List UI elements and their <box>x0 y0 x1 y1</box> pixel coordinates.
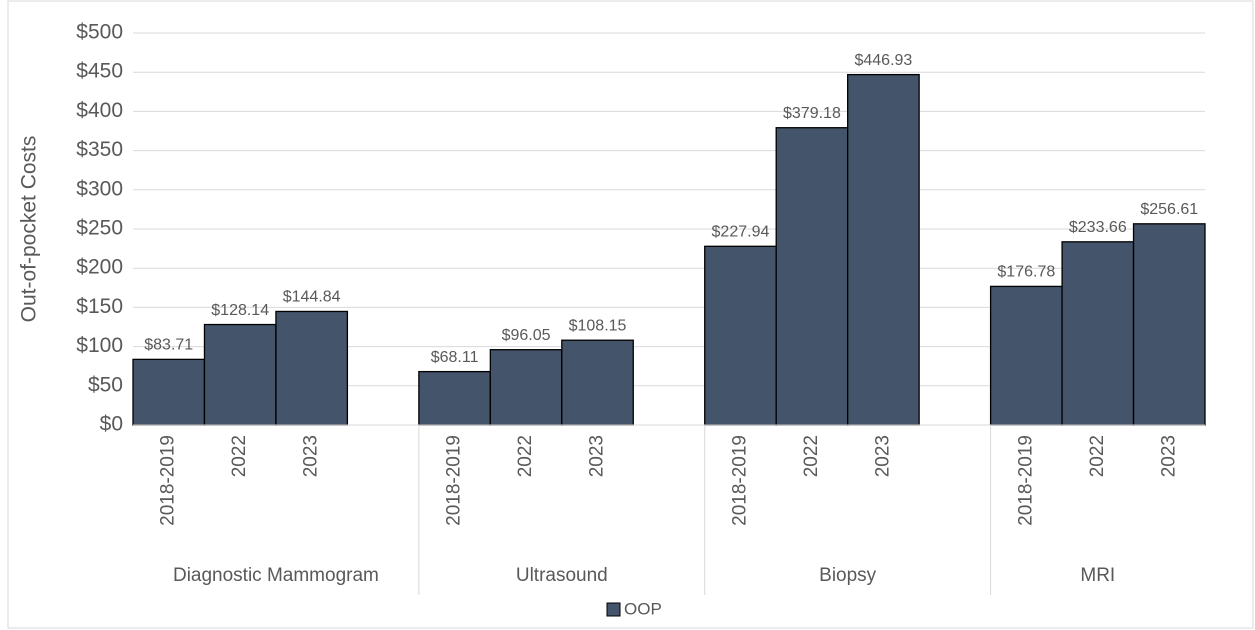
x-tick-label: 2022 <box>515 435 536 477</box>
y-tick-label: $100 <box>76 334 123 357</box>
x-tick-label: 2018-2019 <box>729 435 750 526</box>
data-label: $379.18 <box>783 105 841 122</box>
bar <box>1132 223 1206 426</box>
bar <box>418 370 491 426</box>
bar <box>704 245 777 426</box>
group-label: Diagnostic Mammogram <box>173 565 379 586</box>
legend-swatch <box>606 602 621 617</box>
data-label: $176.78 <box>997 264 1055 281</box>
y-tick-label: $300 <box>76 177 123 200</box>
x-tick-label: 2022 <box>801 435 822 477</box>
y-tick-label: $250 <box>76 217 123 240</box>
bar <box>203 323 277 426</box>
x-tick-label: 2022 <box>229 435 250 477</box>
y-axis-label: Out-of-pocket Costs <box>18 136 41 323</box>
bar <box>132 358 206 426</box>
data-label: $96.05 <box>502 327 551 344</box>
data-label: $68.11 <box>431 349 479 366</box>
x-tick-label: 2023 <box>872 435 893 477</box>
y-tick-label: $0 <box>100 413 123 436</box>
x-tick-label: 2018-2019 <box>158 435 179 526</box>
data-label: $446.93 <box>854 52 912 69</box>
x-tick-label: 2023 <box>1158 435 1179 477</box>
data-label: $128.14 <box>211 302 269 319</box>
group-label: Biopsy <box>819 565 877 586</box>
bar <box>775 127 849 426</box>
y-tick-label: $400 <box>76 99 123 122</box>
bar <box>489 349 563 426</box>
x-tick-label: 2023 <box>301 435 322 477</box>
bar <box>847 73 920 426</box>
x-tick-label: 2022 <box>1087 435 1108 477</box>
x-tick-label: 2018-2019 <box>1015 435 1036 526</box>
group-label: MRI <box>1080 565 1115 586</box>
bar <box>1061 241 1135 426</box>
x-tick-label: 2023 <box>587 435 608 477</box>
group-label: Ultrasound <box>516 565 608 586</box>
data-label: $83.71 <box>144 337 193 354</box>
x-tick-label: 2018-2019 <box>444 435 465 526</box>
legend-label: OOP <box>624 599 662 618</box>
y-tick-label: $500 <box>76 21 123 44</box>
bar <box>275 310 349 426</box>
bar <box>561 339 634 426</box>
data-label: $144.84 <box>283 289 341 306</box>
data-label: $227.94 <box>712 224 770 241</box>
y-tick-label: $450 <box>76 60 123 83</box>
y-tick-label: $50 <box>88 373 123 396</box>
data-label: $233.66 <box>1069 219 1127 236</box>
y-tick-label: $350 <box>76 138 123 161</box>
bar <box>989 285 1063 426</box>
y-tick-label: $200 <box>76 256 123 279</box>
data-label: $108.15 <box>569 317 627 334</box>
y-tick-label: $150 <box>76 295 123 318</box>
data-label: $256.61 <box>1140 201 1198 218</box>
